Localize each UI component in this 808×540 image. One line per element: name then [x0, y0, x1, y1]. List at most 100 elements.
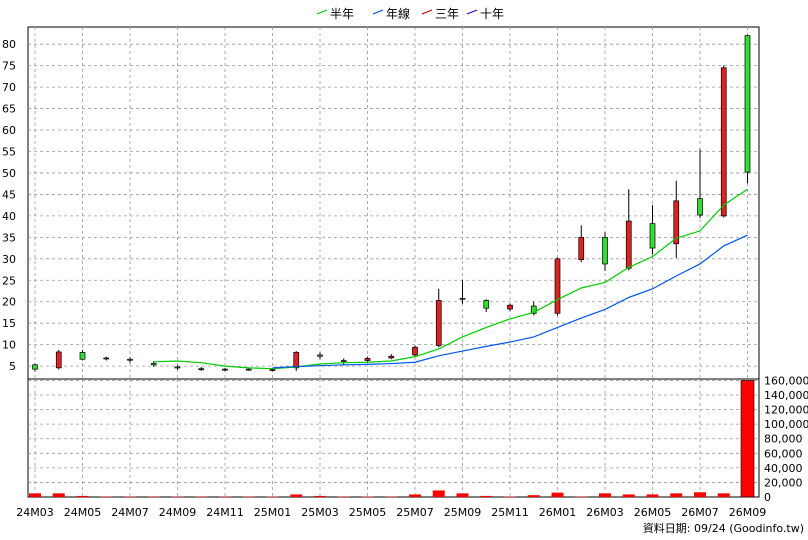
volume-bar	[456, 493, 469, 497]
candle-body	[602, 236, 608, 265]
legend-item: 年線	[372, 6, 410, 21]
candle-body	[293, 352, 300, 369]
candle	[79, 349, 86, 361]
volume-bar	[361, 496, 374, 498]
legend-item: 三年	[421, 7, 459, 21]
candle-body	[103, 357, 110, 360]
candle-body	[483, 300, 490, 309]
price-tick-label: 45	[2, 188, 16, 201]
volume-tick-label: 0	[764, 491, 771, 504]
x-axis: 24M03 24M05 24M07 24M09 24M11 25M01 25M03 25M05…	[16, 506, 766, 519]
price-tick-label: 65	[2, 103, 16, 116]
candle-body	[697, 198, 703, 216]
price-tick-label: 75	[2, 60, 16, 73]
volume-bar	[171, 496, 184, 498]
candle	[720, 65, 727, 218]
volume-bar	[76, 495, 89, 497]
ma-halfyear-line	[153, 188, 748, 370]
candle-body	[459, 297, 466, 300]
legend-label: 半年	[330, 7, 354, 21]
x-tick-label: 25M09	[444, 506, 482, 519]
legend-label: 十年	[480, 7, 504, 21]
volume-bar	[290, 494, 303, 497]
volume-bar	[694, 492, 706, 497]
volume-bar	[195, 496, 208, 498]
price-tick-label: 80	[2, 38, 16, 51]
x-tick-label: 25M03	[301, 506, 339, 519]
candle-body	[435, 300, 442, 346]
candle	[127, 357, 133, 363]
ma-year-line	[272, 234, 748, 369]
volume-tick-label: 100,000	[764, 418, 808, 431]
candle	[293, 351, 300, 371]
x-tick-label: 24M07	[111, 506, 149, 519]
candle	[222, 367, 228, 372]
candle-body	[340, 360, 347, 362]
volume-bar	[337, 496, 350, 498]
legend-swatch	[372, 9, 384, 15]
volume-tick-label: 20,000	[764, 476, 803, 489]
volume-tick-label: 120,000	[764, 404, 808, 417]
candle	[435, 288, 442, 348]
candle-body	[127, 358, 133, 361]
candle	[459, 280, 466, 304]
candle-body	[625, 220, 632, 269]
volume-bar	[527, 495, 540, 497]
candle	[388, 354, 395, 360]
volume-bar	[599, 493, 611, 497]
legend-label: 三年	[435, 7, 459, 21]
volume-tick-label: 160,000	[764, 374, 808, 387]
x-tick-label: 24M05	[64, 506, 102, 519]
volume-bar	[409, 494, 421, 497]
volume-bar	[646, 494, 659, 497]
x-tick-label: 25M01	[254, 506, 292, 519]
candle	[530, 301, 537, 316]
volume-bar	[29, 493, 41, 497]
x-tick-label: 24M11	[206, 506, 244, 519]
price-tick-label: 10	[2, 339, 16, 352]
volume-tick-label: 60,000	[764, 447, 803, 460]
candle	[602, 232, 608, 271]
candle	[673, 180, 680, 258]
x-tick-label: 26M07	[681, 506, 719, 519]
candle	[317, 352, 323, 360]
candle	[578, 225, 585, 263]
volume-tick-label: 140,000	[764, 389, 808, 402]
candle	[649, 205, 656, 255]
candle-body	[317, 354, 323, 357]
candle	[507, 303, 513, 312]
volume-bar	[504, 496, 516, 498]
volume-bar	[551, 492, 564, 497]
candle-body	[388, 355, 395, 359]
candle-body	[530, 305, 537, 314]
volume-bar	[740, 380, 755, 498]
x-tick-label: 25M07	[396, 506, 434, 519]
volume-bar	[622, 494, 635, 497]
legend-item: 十年	[466, 7, 504, 21]
candle-body	[198, 368, 205, 371]
price-tick-label: 20	[2, 296, 16, 309]
volume-tick-label: 80,000	[764, 433, 803, 446]
candle	[198, 366, 205, 371]
candle-body	[720, 67, 727, 217]
candle-body	[364, 358, 371, 361]
candle	[412, 345, 418, 357]
candle-body	[55, 351, 62, 369]
volume-bar	[100, 496, 113, 498]
price-tick-label: 60	[2, 124, 16, 137]
price-tick-label: 30	[2, 253, 16, 266]
x-tick-label: 26M03	[586, 506, 624, 519]
candlesticks	[32, 34, 751, 372]
price-tick-label: 55	[2, 145, 16, 158]
candle	[697, 149, 703, 219]
volume-bar	[432, 490, 445, 497]
candle	[150, 360, 157, 367]
candle	[483, 299, 490, 313]
x-tick-label: 26M01	[539, 506, 577, 519]
candle-body	[245, 368, 252, 371]
candle	[174, 365, 181, 370]
volume-bars	[29, 380, 755, 498]
